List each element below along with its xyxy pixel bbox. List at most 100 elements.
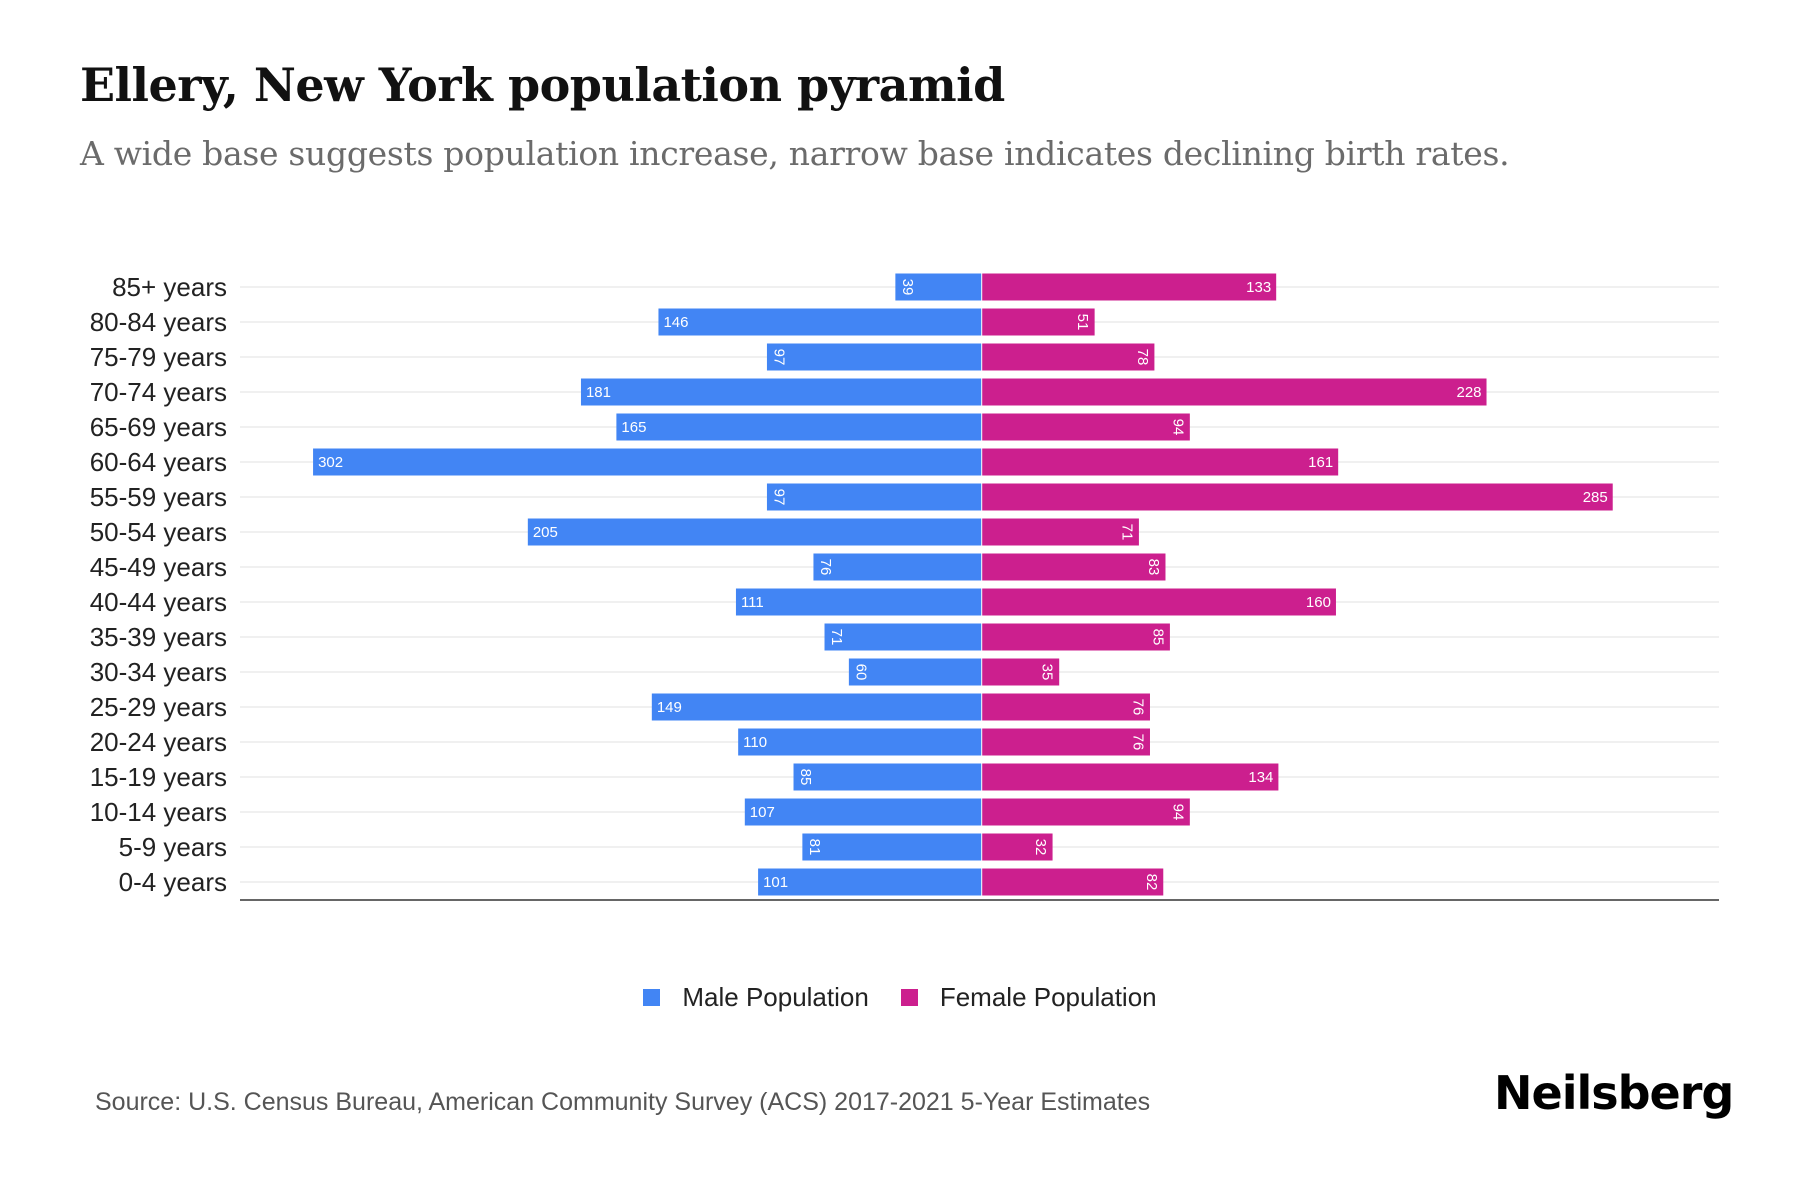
category-label: 60-64 years [90, 447, 227, 477]
female-value-label: 76 [1129, 734, 1146, 751]
category-label: 50-54 years [90, 517, 227, 547]
male-value-label: 149 [657, 699, 682, 716]
female-value-label: 51 [1074, 314, 1091, 331]
female-value-label: 133 [1246, 279, 1271, 296]
category-label: 35-39 years [90, 622, 227, 652]
female-value-label: 160 [1306, 594, 1331, 611]
chart-title: Ellery, New York population pyramid [80, 58, 1005, 112]
male-bar[interactable] [735, 588, 982, 616]
legend-label-male: Male Population [682, 982, 869, 1012]
male-value-label: 39 [899, 279, 916, 296]
female-bar[interactable] [981, 763, 1279, 791]
legend-item-female[interactable]: Female Population [900, 982, 1157, 1013]
male-value-label: 181 [586, 384, 611, 401]
chart-subtitle: A wide base suggests population increase… [80, 134, 1510, 173]
category-label: 80-84 years [90, 307, 227, 337]
female-bar[interactable] [981, 553, 1166, 581]
legend-item-male[interactable]: Male Population [643, 982, 869, 1013]
male-value-label: 107 [750, 804, 775, 821]
female-bar[interactable] [981, 378, 1487, 406]
category-label: 30-34 years [90, 657, 227, 687]
male-bar[interactable] [616, 413, 982, 441]
male-value-label: 205 [533, 524, 558, 541]
female-value-label: 35 [1039, 664, 1056, 681]
male-value-label: 81 [806, 839, 823, 856]
female-bar[interactable] [981, 588, 1336, 616]
male-value-label: 101 [763, 874, 788, 891]
female-bar[interactable] [981, 833, 1053, 861]
female-bar[interactable] [981, 518, 1139, 546]
male-bar[interactable] [848, 658, 982, 686]
female-bar[interactable] [981, 483, 1613, 511]
brand-logo: Neilsberg [1494, 1066, 1734, 1120]
male-value-label: 111 [741, 594, 764, 611]
female-value-label: 78 [1134, 349, 1151, 366]
male-bar[interactable] [793, 763, 982, 791]
legend-swatch-female [900, 989, 918, 1006]
female-value-label: 134 [1248, 769, 1273, 786]
male-bar[interactable] [895, 273, 982, 301]
female-bar[interactable] [981, 658, 1060, 686]
male-value-label: 146 [663, 314, 688, 331]
female-value-label: 32 [1032, 839, 1049, 856]
male-bar[interactable] [813, 553, 982, 581]
female-bar[interactable] [981, 413, 1190, 441]
category-label: 10-14 years [90, 797, 227, 827]
legend-label-female: Female Population [939, 982, 1157, 1012]
female-bar[interactable] [981, 693, 1150, 721]
female-bar[interactable] [981, 623, 1170, 651]
male-value-label: 60 [852, 664, 869, 681]
female-value-label: 94 [1169, 804, 1186, 821]
category-label: 55-59 years [90, 482, 227, 512]
female-bar[interactable] [981, 343, 1155, 371]
female-bar[interactable] [981, 308, 1095, 336]
male-bar[interactable] [738, 728, 982, 756]
male-bar[interactable] [744, 798, 982, 826]
male-bar[interactable] [651, 693, 982, 721]
male-bar[interactable] [580, 378, 982, 406]
bars: 39 133 146 51 97 78 181 228 165 94 302 161 97 285 205 7… [313, 273, 1613, 896]
female-bar[interactable] [981, 448, 1339, 476]
male-value-label: 97 [770, 349, 787, 366]
category-labels: 85+ years 80-84 years 75-79 years 70-74 yea… [90, 272, 227, 897]
female-value-label: 285 [1583, 489, 1608, 506]
male-value-label: 71 [828, 629, 845, 646]
female-value-label: 71 [1118, 524, 1135, 541]
male-value-label: 97 [770, 489, 787, 506]
source-note: Source: U.S. Census Bureau, American Com… [95, 1088, 1151, 1116]
female-value-label: 228 [1456, 384, 1481, 401]
male-value-label: 85 [797, 769, 814, 786]
category-label: 40-44 years [90, 587, 227, 617]
male-bar[interactable] [758, 868, 982, 896]
male-bar[interactable] [313, 448, 982, 476]
female-value-label: 94 [1169, 419, 1186, 436]
male-bar[interactable] [766, 343, 982, 371]
male-bar[interactable] [766, 483, 982, 511]
male-bar[interactable] [824, 623, 982, 651]
category-label: 75-79 years [90, 342, 227, 372]
category-label: 45-49 years [90, 552, 227, 582]
male-value-label: 76 [817, 559, 834, 576]
gridlines [240, 286, 1719, 883]
category-label: 65-69 years [90, 412, 227, 442]
male-bar[interactable] [658, 308, 982, 336]
category-label: 85+ years [112, 272, 227, 302]
male-bar[interactable] [802, 833, 982, 861]
male-bar[interactable] [527, 518, 982, 546]
category-label: 0-4 years [119, 867, 227, 897]
female-bar[interactable] [981, 798, 1190, 826]
category-label: 70-74 years [90, 377, 227, 407]
category-label: 20-24 years [90, 727, 227, 757]
male-value-label: 110 [743, 734, 767, 751]
female-bar[interactable] [981, 273, 1277, 301]
female-value-label: 161 [1308, 454, 1333, 471]
legend: Male Population Female Population [0, 982, 1800, 1013]
category-label: 25-29 years [90, 692, 227, 722]
female-value-label: 76 [1129, 699, 1146, 716]
category-label: 15-19 years [90, 762, 227, 792]
category-label: 5-9 years [119, 832, 227, 862]
female-bar[interactable] [981, 728, 1150, 756]
female-bar[interactable] [981, 868, 1164, 896]
legend-swatch-male [643, 989, 661, 1006]
